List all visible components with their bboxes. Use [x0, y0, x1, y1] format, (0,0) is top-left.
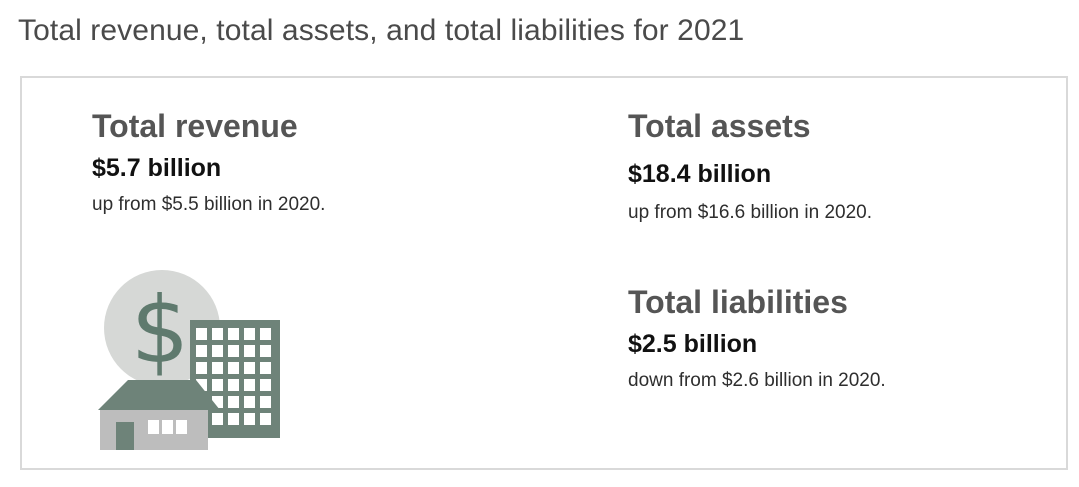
- liabilities-note: down from $2.6 billion in 2020.: [628, 370, 886, 391]
- assets-label: Total assets: [628, 108, 811, 144]
- dollar-coin-icon: $: [104, 270, 220, 386]
- building-window: [244, 345, 255, 357]
- building-window: [228, 362, 239, 374]
- building-window: [260, 396, 271, 408]
- building-window: [260, 345, 271, 357]
- building-window: [212, 413, 223, 425]
- building-window: [212, 362, 223, 374]
- building-window: [212, 328, 223, 340]
- revenue-label: Total revenue: [92, 108, 298, 144]
- assets-value: $18.4 billion: [628, 160, 772, 188]
- summary-panel: Total revenue $5.7 billion up from $5.5 …: [20, 76, 1068, 470]
- building-window: [260, 328, 271, 340]
- building-window: [260, 379, 271, 391]
- revenue-note: up from $5.5 billion in 2020.: [92, 194, 326, 215]
- building-window: [212, 379, 223, 391]
- building-window: [196, 345, 207, 357]
- house-window: [176, 420, 187, 434]
- building-window: [228, 413, 239, 425]
- house-window: [162, 420, 173, 434]
- building-window: [228, 396, 239, 408]
- building-window: [244, 362, 255, 374]
- finance-illustration: $: [98, 270, 280, 450]
- liabilities-stat: Total liabilities $2.5 billion down from…: [628, 286, 886, 390]
- assets-note: up from $16.6 billion in 2020.: [628, 202, 872, 223]
- liabilities-value: $2.5 billion: [628, 330, 758, 358]
- assets-stat: Total assets $18.4 billion up from $16.6…: [628, 110, 872, 222]
- building-window: [244, 396, 255, 408]
- revenue-value: $5.7 billion: [92, 154, 222, 182]
- building-window: [244, 413, 255, 425]
- building-window: [196, 379, 207, 391]
- building-window: [228, 328, 239, 340]
- house-icon: [98, 380, 220, 450]
- page-title: Total revenue, total assets, and total l…: [18, 14, 745, 47]
- liabilities-label: Total liabilities: [628, 284, 848, 320]
- building-window: [196, 328, 207, 340]
- building-window: [212, 345, 223, 357]
- house-window: [148, 420, 159, 434]
- building-window: [260, 413, 271, 425]
- revenue-stat: Total revenue $5.7 billion up from $5.5 …: [92, 110, 325, 214]
- building-window: [212, 396, 223, 408]
- svg-text:$: $: [131, 277, 190, 384]
- building-window: [244, 328, 255, 340]
- building-window: [260, 362, 271, 374]
- building-window: [244, 379, 255, 391]
- building-window: [196, 362, 207, 374]
- building-window: [228, 345, 239, 357]
- building-window: [228, 379, 239, 391]
